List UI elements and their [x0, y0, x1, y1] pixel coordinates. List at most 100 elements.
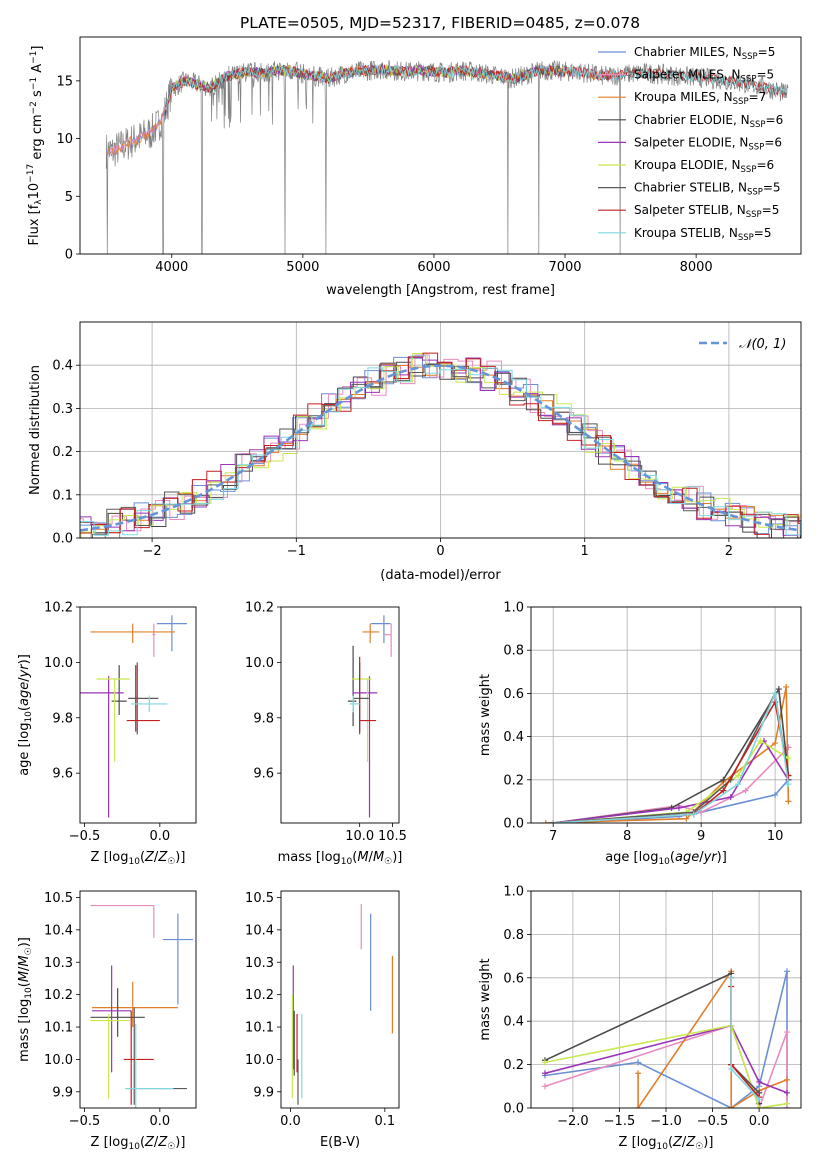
errorbar-point: [131, 695, 168, 713]
x-axis-label-part: mass [log: [278, 850, 341, 865]
x-axis-label-part: (: [670, 850, 675, 865]
x-tick-label: −2: [143, 544, 162, 559]
y-axis-label-part: ☉: [24, 947, 34, 955]
mass-weight-marker: [683, 815, 690, 822]
legend-entry: Salpeter STELIB, NSSP=5: [634, 203, 779, 220]
mass-weight-marker: [728, 1105, 735, 1108]
y-tick-label: 0.0: [503, 1102, 524, 1117]
y-axis-label-part: A: [30, 64, 45, 77]
y-axis-label-part: age: [17, 682, 32, 706]
y-tick-label: 10.1: [245, 1021, 274, 1036]
y-tick-label: 0.8: [503, 928, 524, 943]
mass-weight-marker: [756, 1078, 763, 1085]
x-tick-label: 0.0: [150, 829, 171, 844]
legend-entry: Chabrier ELODIE, NSSP=6: [634, 113, 783, 130]
x-axis-label-part: (: [140, 850, 145, 865]
y-tick-label: 0.3: [52, 402, 73, 417]
y-axis-label-part: 10: [24, 987, 34, 999]
y-tick-label: 15: [56, 74, 73, 89]
y-axis-label-part: −1: [29, 77, 39, 90]
legend-value: =5: [756, 68, 774, 82]
mass-weight-marker: [542, 820, 549, 823]
x-tick-label: 6000: [417, 260, 450, 275]
mass-weight-marker: [541, 1059, 548, 1066]
y-tick-label: 0: [65, 248, 73, 263]
y-tick-label: 10.3: [245, 956, 274, 971]
gaussian-curve: [80, 364, 801, 532]
y-axis-label-part: yr: [17, 663, 32, 679]
y-tick-label: 0.2: [503, 1058, 524, 1073]
spectrum-lines: [105, 60, 789, 254]
x-axis-label-part: )]: [703, 1135, 713, 1150]
errorbar-point: [370, 615, 391, 643]
errorbar-point: [152, 623, 156, 657]
x-tick-label: −1.0: [650, 1114, 682, 1129]
errorbar-point: [90, 623, 175, 643]
y-tick-label: 1.0: [503, 601, 524, 616]
x-axis-label-part: )]: [392, 850, 402, 865]
errorbar-point: [111, 665, 127, 715]
mass_weight_vs_Z-lines: [541, 968, 791, 1108]
x-axis-label-part: Z: [157, 850, 168, 865]
y-tick-label: 9.6: [253, 767, 274, 782]
y-axis-label-part: 10: [24, 711, 34, 723]
axes-frame: [79, 321, 802, 539]
figure-title: PLATE=0505, MJD=52317, FIBERID=0485, z=0…: [240, 14, 640, 32]
mass-weight-marker: [756, 1096, 763, 1103]
x-tick-label: 5000: [286, 260, 319, 275]
y-axis-label-part: )]: [17, 937, 32, 947]
axes-frame: [79, 890, 197, 1109]
age_vs_mass-errorbars: [347, 615, 392, 818]
y-tick-label: 9.8: [52, 711, 73, 726]
y-axis-label-part: mass weight: [478, 674, 493, 756]
mass-weight-marker: [756, 1105, 763, 1108]
mass-weight-line: [545, 686, 790, 823]
mass-weight-marker: [784, 1029, 791, 1036]
mass-weight-line: [544, 1024, 788, 1094]
y-axis-label-part: /: [17, 966, 32, 971]
y-tick-label: 10.2: [44, 988, 73, 1003]
x-axis-label: mass [log10(M/M☉)]: [278, 850, 403, 867]
y-axis-label-part: age [log: [17, 723, 32, 776]
residual-histogram-step: [80, 355, 801, 536]
y-axis-label-part: M: [17, 971, 32, 982]
x-axis-label: Z [log10(Z/Z☉)]: [91, 1135, 186, 1152]
mass-weight-line: [544, 972, 760, 1104]
mass-weight-marker: [785, 755, 792, 762]
residuals-panel: −2 −1 0 1 2 0.0 0.1 0.2 0.3 0.4 (data-model)/error…: [28, 321, 802, 583]
x-axis-label-part: yr: [703, 850, 719, 865]
mass-weight-marker: [675, 804, 682, 811]
y-axis-label-part: −2: [29, 101, 39, 114]
y-tick-label: 10.2: [245, 601, 274, 616]
mass-weight-marker: [635, 1070, 642, 1077]
x-axis-label-part: ☉: [384, 857, 392, 867]
y-tick-label: 10.0: [245, 1053, 274, 1068]
mass-weight-line: [730, 986, 760, 1098]
y-axis-label-part: Flux [f: [27, 204, 42, 245]
errorbar-point: [353, 662, 369, 735]
legend-value: =6: [766, 113, 784, 127]
mass-weight-marker: [742, 787, 749, 794]
y-tick-label: 10.0: [44, 1053, 73, 1068]
spectrum-panel: 4000 5000 6000 7000 8000 0 5 10 15 wavelength [An…: [26, 36, 802, 298]
errorbar-point: [80, 676, 124, 818]
y-tick-label: 0.4: [503, 730, 524, 745]
y-axis-label-part: (: [17, 982, 32, 987]
x-axis-label-part: ☉: [695, 1142, 703, 1152]
y-tick-label: 10.5: [44, 891, 73, 906]
axes-frame: [530, 606, 802, 824]
mass_vs_ebv-errorbars: [291, 903, 393, 1105]
legend-entry: Kroupa STELIB, NSSP=5: [634, 226, 772, 243]
y-axis-label-part: 10: [27, 183, 42, 200]
y-tick-label: 9.8: [253, 711, 274, 726]
y-axis-label-part: Normed distribution: [28, 365, 43, 495]
mass-weight-marker: [783, 683, 790, 690]
x-tick-label: 0.0: [749, 1114, 770, 1129]
x-axis-label-part: 10: [128, 1142, 140, 1152]
mass_vs_Z-panel: −0.5 0.0 9.9 10.0 10.1 10.2 10.3 10.4 10.5 Z [log…: [17, 890, 197, 1152]
mass-weight-marker: [550, 820, 557, 823]
x-tick-label: −0.5: [69, 829, 101, 844]
legend-value: =5: [763, 181, 781, 195]
legend-text: Kroupa MILES, N: [634, 90, 733, 104]
